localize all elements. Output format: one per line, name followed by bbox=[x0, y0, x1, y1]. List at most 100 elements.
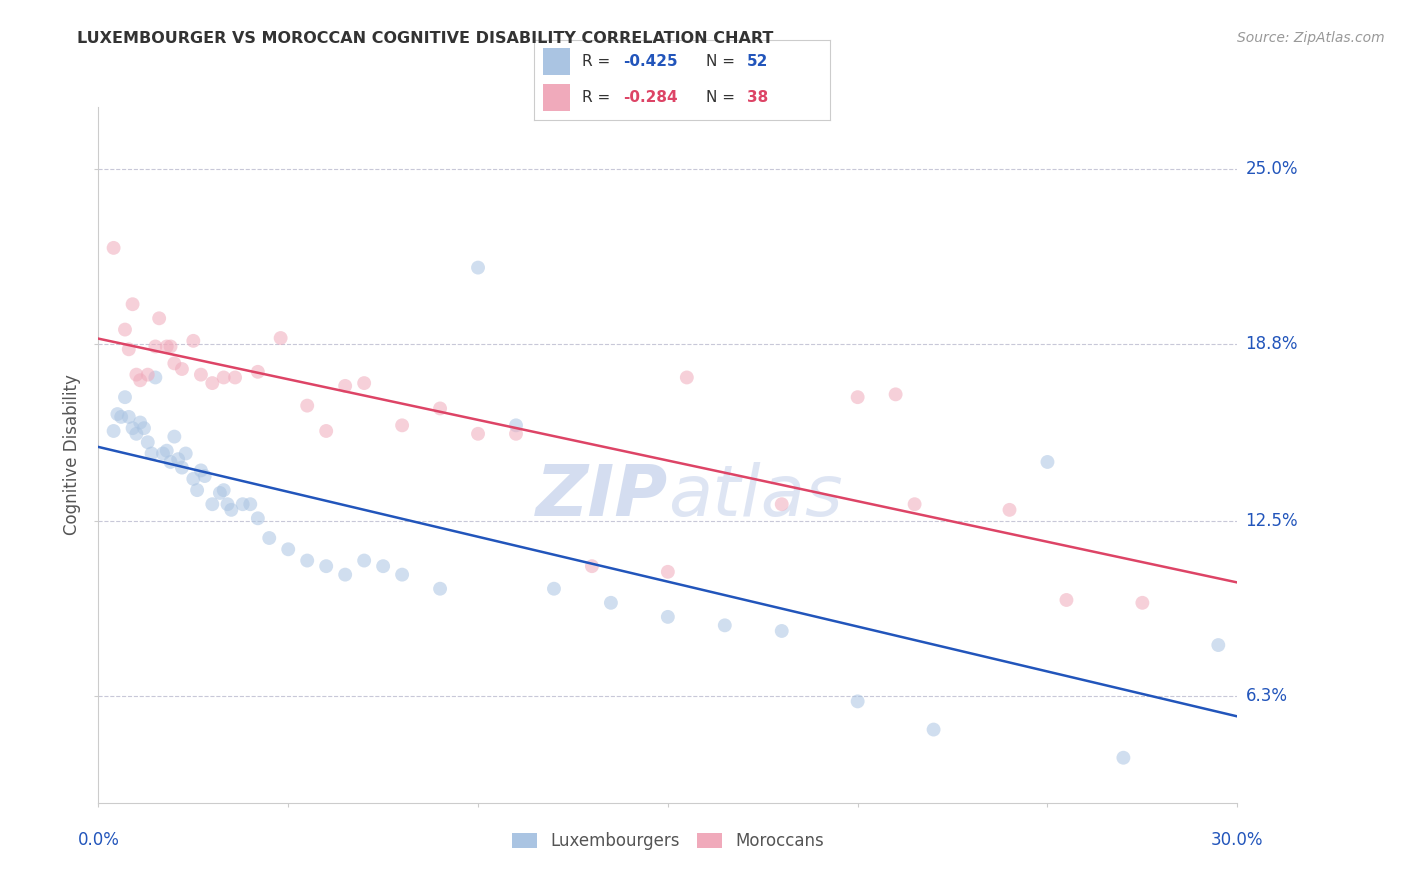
Point bbox=[121, 297, 143, 311]
Bar bbox=[543, 85, 569, 111]
Text: -0.425: -0.425 bbox=[623, 54, 678, 70]
Point bbox=[846, 390, 869, 404]
Point bbox=[170, 362, 193, 376]
Text: 12.5%: 12.5% bbox=[1246, 512, 1298, 530]
Point bbox=[103, 241, 125, 255]
Point bbox=[770, 624, 793, 638]
Point bbox=[221, 503, 243, 517]
Point bbox=[353, 553, 375, 567]
Text: Source: ZipAtlas.com: Source: ZipAtlas.com bbox=[1237, 31, 1385, 45]
Point bbox=[353, 376, 375, 390]
Point bbox=[136, 368, 159, 382]
Point bbox=[467, 426, 489, 441]
Point bbox=[246, 511, 269, 525]
Point bbox=[194, 469, 217, 483]
Point bbox=[371, 559, 394, 574]
Point bbox=[429, 582, 451, 596]
Point bbox=[183, 472, 205, 486]
Point bbox=[676, 370, 699, 384]
Point bbox=[297, 553, 319, 567]
Point bbox=[224, 370, 246, 384]
Point bbox=[297, 399, 319, 413]
Point bbox=[170, 460, 193, 475]
Point bbox=[315, 559, 337, 574]
Point bbox=[121, 421, 143, 435]
Point bbox=[1132, 596, 1154, 610]
Point bbox=[212, 483, 235, 497]
Text: -0.284: -0.284 bbox=[623, 90, 678, 105]
Point bbox=[145, 370, 167, 384]
Point bbox=[212, 370, 235, 384]
Point bbox=[118, 343, 141, 357]
Bar bbox=[543, 48, 569, 75]
Point bbox=[657, 565, 679, 579]
Point bbox=[581, 559, 603, 574]
Point bbox=[159, 339, 181, 353]
Text: 6.3%: 6.3% bbox=[1246, 687, 1288, 705]
Text: 0.0%: 0.0% bbox=[77, 830, 120, 848]
Legend: Luxembourgers, Moroccans: Luxembourgers, Moroccans bbox=[505, 826, 831, 857]
Point bbox=[110, 409, 132, 424]
Point bbox=[114, 390, 136, 404]
Point bbox=[208, 486, 231, 500]
Text: 52: 52 bbox=[747, 54, 768, 70]
Point bbox=[156, 339, 179, 353]
Point bbox=[391, 418, 413, 433]
Point bbox=[201, 497, 224, 511]
Point bbox=[129, 373, 152, 387]
Point bbox=[429, 401, 451, 416]
Point bbox=[922, 723, 945, 737]
Y-axis label: Cognitive Disability: Cognitive Disability bbox=[63, 375, 82, 535]
Point bbox=[163, 429, 186, 443]
Text: N =: N = bbox=[706, 54, 740, 70]
Point bbox=[132, 421, 155, 435]
Text: 18.8%: 18.8% bbox=[1246, 334, 1298, 352]
Point bbox=[884, 387, 907, 401]
Point bbox=[246, 365, 269, 379]
Point bbox=[335, 567, 357, 582]
Point bbox=[232, 497, 254, 511]
Text: 30.0%: 30.0% bbox=[1211, 830, 1264, 848]
Point bbox=[125, 426, 148, 441]
Point bbox=[1056, 593, 1078, 607]
Point bbox=[714, 618, 737, 632]
Point bbox=[107, 407, 129, 421]
Point bbox=[505, 418, 527, 433]
Point bbox=[391, 567, 413, 582]
Point bbox=[315, 424, 337, 438]
Point bbox=[145, 339, 167, 353]
Point bbox=[217, 497, 239, 511]
Point bbox=[141, 446, 163, 460]
Point bbox=[904, 497, 927, 511]
Point bbox=[277, 542, 299, 557]
Point bbox=[467, 260, 489, 275]
Point bbox=[335, 379, 357, 393]
Text: 38: 38 bbox=[747, 90, 768, 105]
Point bbox=[270, 331, 292, 345]
Point bbox=[1112, 750, 1135, 764]
Point bbox=[183, 334, 205, 348]
Point bbox=[1208, 638, 1230, 652]
Text: LUXEMBOURGER VS MOROCCAN COGNITIVE DISABILITY CORRELATION CHART: LUXEMBOURGER VS MOROCCAN COGNITIVE DISAB… bbox=[77, 31, 773, 46]
Point bbox=[129, 416, 152, 430]
Point bbox=[174, 446, 197, 460]
Point bbox=[148, 311, 170, 326]
Point bbox=[159, 455, 181, 469]
Point bbox=[114, 322, 136, 336]
Point bbox=[600, 596, 623, 610]
Point bbox=[163, 356, 186, 370]
Point bbox=[190, 463, 212, 477]
Point bbox=[846, 694, 869, 708]
Text: R =: R = bbox=[582, 54, 614, 70]
Text: ZIP: ZIP bbox=[536, 462, 668, 531]
Point bbox=[201, 376, 224, 390]
Point bbox=[998, 503, 1021, 517]
Point bbox=[770, 497, 793, 511]
Point bbox=[152, 446, 174, 460]
Point bbox=[136, 435, 159, 450]
Point bbox=[505, 426, 527, 441]
Point bbox=[190, 368, 212, 382]
Point bbox=[103, 424, 125, 438]
Point bbox=[543, 582, 565, 596]
Text: N =: N = bbox=[706, 90, 740, 105]
